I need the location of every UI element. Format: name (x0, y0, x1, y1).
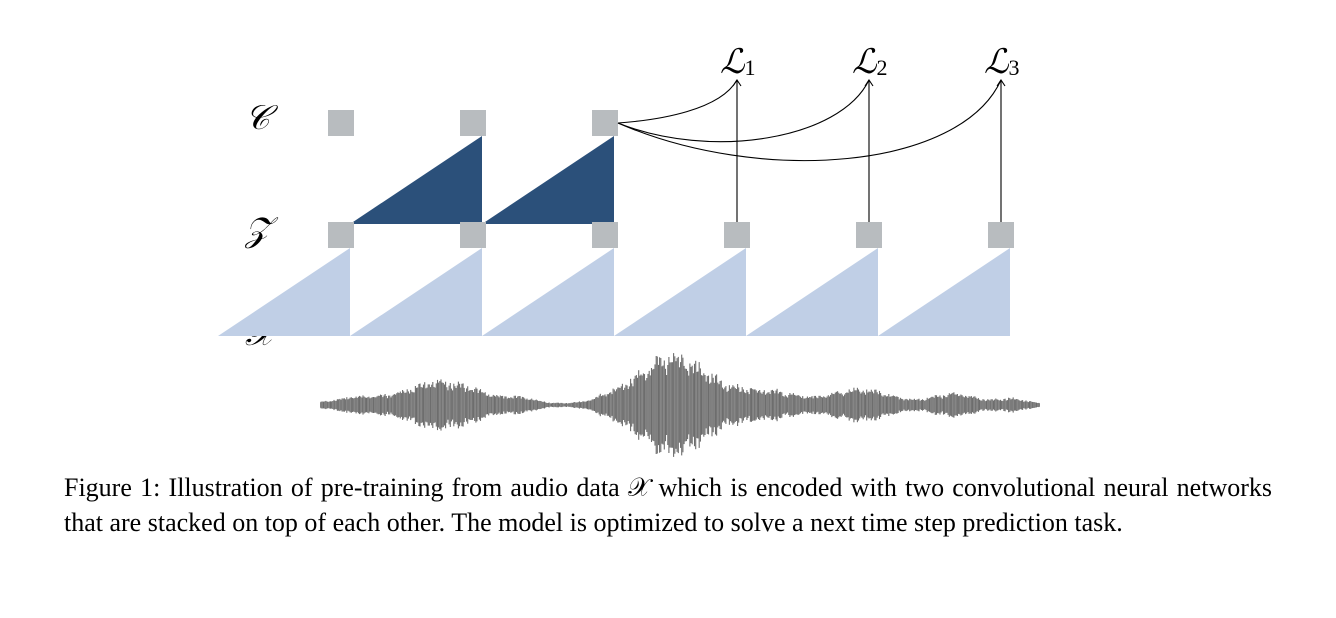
c-node-2 (460, 110, 486, 136)
row-label-Z: 𝒵 (245, 212, 271, 250)
loss-sub-1: 1 (745, 55, 756, 80)
tri-dark-1 (350, 136, 482, 224)
loss-symbol: ℒ (984, 44, 1009, 81)
z-node-3 (592, 222, 618, 248)
tri-light-6 (878, 248, 1010, 336)
diagram-area: ℒ1 ℒ2 ℒ3 𝒞 𝒵 𝒳 (60, 20, 1276, 460)
loss-label-2: ℒ2 (852, 42, 888, 82)
c-node-1 (328, 110, 354, 136)
loss-label-1: ℒ1 (720, 42, 756, 82)
z-node-5 (856, 222, 882, 248)
row-label-C: 𝒞 (245, 100, 270, 138)
tri-light-1 (218, 248, 350, 336)
z-node-4 (724, 222, 750, 248)
z-node-2 (460, 222, 486, 248)
tri-light-4 (614, 248, 746, 336)
tri-dark-2 (482, 136, 614, 224)
tri-light-2 (350, 248, 482, 336)
loss-sub-2: 2 (877, 55, 888, 80)
figure-caption: Figure 1: Illustration of pre-training f… (60, 470, 1276, 540)
loss-symbol: ℒ (852, 44, 877, 81)
audio-waveform-icon (320, 340, 1040, 470)
loss-sub-3: 3 (1009, 55, 1020, 80)
tri-light-5 (746, 248, 878, 336)
z-node-6 (988, 222, 1014, 248)
loss-symbol: ℒ (720, 44, 745, 81)
c-node-3 (592, 110, 618, 136)
tri-light-3 (482, 248, 614, 336)
loss-label-3: ℒ3 (984, 42, 1020, 82)
figure-container: ℒ1 ℒ2 ℒ3 𝒞 𝒵 𝒳 (60, 20, 1276, 600)
z-node-1 (328, 222, 354, 248)
